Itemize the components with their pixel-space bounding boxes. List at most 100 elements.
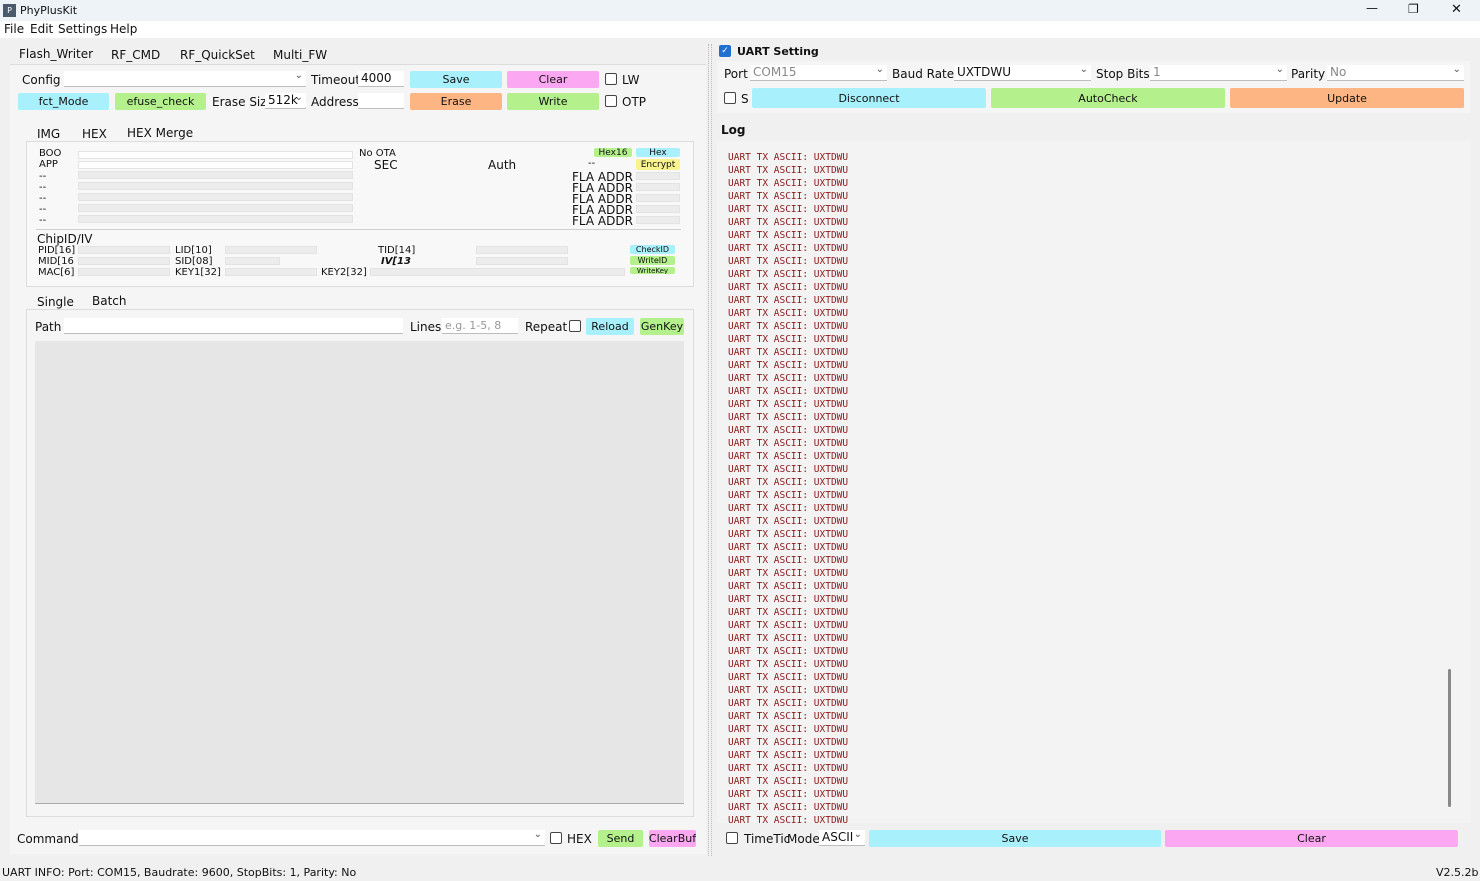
efuse-check-button[interactable]: efuse_check [115,93,206,110]
write-button[interactable]: Write [507,93,599,110]
lw-checkbox[interactable] [605,73,617,85]
slot6-select[interactable]: -- [39,204,47,215]
mac-field[interactable] [78,268,170,276]
sid-field[interactable] [225,257,280,265]
menu-file[interactable]: File [4,22,25,36]
timetic-checkbox[interactable] [726,832,738,844]
close-icon[interactable]: ✕ [1451,2,1462,17]
tab-rf-quickset[interactable]: RF_QuickSet [180,48,255,62]
command-label: Command [17,832,79,846]
tab-rf-cmd[interactable]: RF_CMD [111,48,161,62]
path3-field[interactable] [78,171,353,179]
tab-single[interactable]: Single [37,295,74,309]
app-path-field[interactable] [78,161,353,169]
encrypt-button[interactable]: Encrypt [636,159,680,170]
repeat-checkbox[interactable] [569,320,581,332]
app-select[interactable]: APP [39,159,58,170]
log-line: UART TX ASCII: UXTDWU [728,269,849,280]
hex16-button[interactable]: Hex16 [594,148,632,157]
tid-field[interactable] [476,246,568,254]
save-button[interactable]: Save [410,71,502,88]
path5-field[interactable] [78,193,353,201]
log-scrollbar-thumb[interactable] [1448,669,1451,807]
addr-field-1[interactable] [636,172,680,180]
stop-bits-select[interactable]: 1 [1150,65,1287,81]
address-input[interactable] [358,93,404,109]
boot-path-field[interactable] [78,151,353,159]
maximize-icon[interactable]: ❐ [1408,2,1419,16]
checkid-button[interactable]: CheckID [630,245,675,254]
log-line: UART TX ASCII: UXTDWU [728,815,849,823]
minimize-icon[interactable]: — [1366,1,1378,15]
slot4-select[interactable]: -- [39,182,47,193]
lines-input[interactable]: e.g. 1-5, 8 [442,318,518,334]
tab-hex-merge[interactable]: HEX Merge [127,126,194,140]
tab-batch[interactable]: Batch [92,294,127,308]
fct-mode-button[interactable]: fct_Mode [18,93,109,110]
addr-field-5[interactable] [636,216,680,224]
path6-field[interactable] [78,204,353,212]
tab-multi-fw[interactable]: Multi_FW [273,48,328,62]
lid-field[interactable] [225,246,317,254]
writeid-button[interactable]: WriteID [630,256,675,265]
addr-field-4[interactable] [636,205,680,213]
clearbuf-button[interactable]: ClearBuf [649,830,696,847]
autocheck-button[interactable]: AutoCheck [991,88,1225,108]
crypto-select[interactable]: -- [588,158,596,169]
pane-splitter[interactable] [708,44,712,856]
mode-select[interactable]: ASCII [819,830,865,846]
mode-label: Mode [787,832,820,846]
clear-button[interactable]: Clear [507,71,599,88]
timeout-input[interactable]: 4000 [358,71,404,87]
log-view[interactable]: UART TX ASCII: UXTDWU UART TX ASCII: UXTD… [717,141,1470,823]
addr-field-2[interactable] [636,183,680,191]
reload-button[interactable]: Reload [586,318,634,335]
erase-size-select[interactable]: 512k [265,93,306,109]
s-checkbox[interactable] [724,92,736,104]
tab-flash-writer[interactable]: Flash_Writer [19,47,94,61]
log-line: UART TX ASCII: UXTDWU [728,399,849,410]
path7-field[interactable] [78,215,353,223]
port-select[interactable]: COM15 [750,65,887,81]
config-select[interactable] [64,71,306,87]
ota-select[interactable]: No OTA [359,148,396,159]
key2-field[interactable] [370,268,625,276]
menu-help[interactable]: Help [110,22,138,36]
tab-img[interactable]: IMG [37,127,61,141]
baud-rate-select[interactable]: UXTDWU [954,65,1091,81]
slot5-select[interactable]: -- [39,193,47,204]
addr-field-3[interactable] [636,194,680,202]
hex-button[interactable]: Hex [636,148,680,157]
mid-field[interactable] [78,257,170,265]
uart-enable-checkbox[interactable]: ✓ [719,45,731,57]
menu-edit[interactable]: Edit [30,22,54,36]
boot-select[interactable]: BOO [39,148,62,159]
parity-select[interactable]: No [1327,65,1464,81]
writekey-button[interactable]: WriteKey [630,267,675,274]
erase-button[interactable]: Erase [410,93,502,110]
key1-field[interactable] [225,268,317,276]
log-clear-button[interactable]: Clear [1165,830,1458,847]
path-input[interactable] [64,318,403,334]
pid-field[interactable] [78,246,170,254]
batch-text-area[interactable] [35,341,684,804]
log-line: UART TX ASCII: UXTDWU [728,763,849,774]
update-button[interactable]: Update [1230,88,1464,108]
log-line: UART TX ASCII: UXTDWU [728,620,849,631]
disconnect-button[interactable]: Disconnect [752,88,986,108]
hex-checkbox[interactable] [550,832,562,844]
path4-field[interactable] [78,182,353,190]
otp-checkbox[interactable] [605,95,617,107]
command-input[interactable] [79,830,545,846]
iv-field[interactable] [476,257,568,265]
tab-hex[interactable]: HEX [82,127,107,141]
genkey-button[interactable]: GenKey [640,318,684,335]
version-label: V2.5.2b [1436,866,1479,879]
slot7-select[interactable]: -- [39,215,47,226]
log-line: UART TX ASCII: UXTDWU [728,464,849,475]
menu-settings[interactable]: Settings [58,22,108,36]
slot3-select[interactable]: -- [39,171,47,182]
send-button[interactable]: Send [598,830,643,847]
log-save-button[interactable]: Save [869,830,1161,847]
status-bar: UART INFO: Port: COM15, Baudrate: 9600, … [0,863,1480,881]
